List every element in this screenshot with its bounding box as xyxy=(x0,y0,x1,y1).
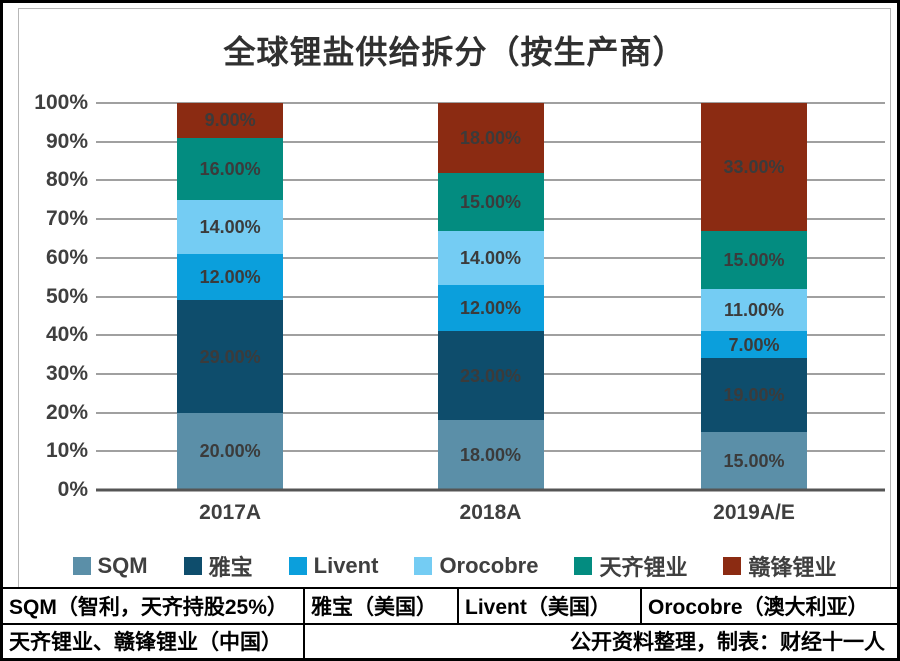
table-cell-source-credit: 公开资料整理，制表：财经十一人 xyxy=(570,631,885,655)
y-tick-label: 90% xyxy=(45,129,88,153)
bar-segment-label: 11.00% xyxy=(723,300,785,321)
bar-2019A/E: 15.00% 19.00% 7.00% 11.00% 15.00% 33.00% xyxy=(701,103,808,490)
bar-segment-Orocobre: 11.00% xyxy=(701,288,808,332)
bar-segment-label: 15.00% xyxy=(723,249,785,270)
bar-segment-label: 33.00% xyxy=(723,156,785,177)
bar-segment-天齐锂业: 15.00% xyxy=(701,230,808,289)
bar-segment-SQM: 18.00% xyxy=(437,420,544,490)
table-cell-sqm: SQM（智利，天齐持股25%） xyxy=(3,589,305,623)
legend-label: 雅宝 xyxy=(208,555,253,580)
table-cell-china-producers: 天齐锂业、赣锋锂业（中国） xyxy=(3,624,305,658)
legend-label: Livent xyxy=(313,553,379,578)
y-tick-label: 40% xyxy=(45,323,88,347)
table-row: SQM（智利，天齐持股25%） 雅宝（美国） Livent（美国） Orocob… xyxy=(3,589,897,625)
source-table: SQM（智利，天齐持股25%） 雅宝（美国） Livent（美国） Orocob… xyxy=(3,587,897,658)
legend-marker xyxy=(574,557,593,575)
bar-segment-Livent: 7.00% xyxy=(701,331,808,359)
chart-title: 全球锂盐供给拆分（按生产商） xyxy=(223,34,686,70)
x-tick-label: 2019A/E xyxy=(713,501,795,524)
bar-segment-天齐锂业: 16.00% xyxy=(177,137,284,200)
y-tick-label: 60% xyxy=(45,245,88,269)
legend-marker xyxy=(72,557,91,575)
bar-segment-Orocobre: 14.00% xyxy=(437,230,544,285)
y-tick-label: 80% xyxy=(45,168,88,192)
y-tick-label: 70% xyxy=(45,207,88,231)
x-tick-label: 2017A xyxy=(199,501,262,524)
bar-segment-雅宝: 29.00% xyxy=(177,300,284,413)
y-tick-label: 20% xyxy=(45,400,88,424)
bar-segment-雅宝: 23.00% xyxy=(437,331,544,421)
bar-segment-label: 19.00% xyxy=(723,385,785,406)
bar-2018A: 18.00% 23.00% 12.00% 14.00% 15.00% 18.00% xyxy=(437,103,544,490)
bar-segment-label: 14.00% xyxy=(459,247,522,268)
legend-marker xyxy=(288,557,307,575)
bar-segment-雅宝: 19.00% xyxy=(701,358,808,432)
bar-segment-label: 7.00% xyxy=(728,334,780,355)
legend-marker xyxy=(414,557,433,575)
table-cell-orocobre: Orocobre（澳大利亚） xyxy=(648,595,869,619)
bar-segment-label: 20.00% xyxy=(199,441,261,462)
bar-segment-label: 15.00% xyxy=(723,450,785,471)
chart: 全球锂盐供给拆分（按生产商） 0% 10% 20% 30% 40% 50% 60% 70% 80… xyxy=(18,8,891,588)
gridline xyxy=(96,102,885,104)
bar-segment-Livent: 12.00% xyxy=(177,253,284,301)
x-axis: 2017A 2018A 2019A/E xyxy=(96,501,885,531)
legend-label: Orocobre xyxy=(439,553,539,578)
table-cell-albemarle: 雅宝（美国） xyxy=(305,589,459,623)
bar-segment-label: 9.00% xyxy=(204,110,256,131)
legend-marker xyxy=(723,557,742,575)
y-axis: 0% 10% 20% 30% 40% 50% 60% 70% 80% 90% 100% xyxy=(19,91,88,501)
bar-segment-Livent: 12.00% xyxy=(437,284,544,332)
bar-segment-label: 29.00% xyxy=(199,346,261,367)
bar-segment-label: 12.00% xyxy=(459,298,522,319)
y-tick-label: 0% xyxy=(57,478,88,501)
legend-item-SQM: SQM xyxy=(72,553,148,579)
bar-segment-label: 15.00% xyxy=(459,191,522,212)
bar-segment-Orocobre: 14.00% xyxy=(177,199,284,254)
legend-item-Livent: Livent xyxy=(288,553,379,579)
bar-segment-SQM: 20.00% xyxy=(177,412,284,490)
y-tick-label: 30% xyxy=(45,361,88,385)
plot-area: 20.00% 29.00% 12.00% 14.00% 16.00% 9.00% 18.00… xyxy=(96,102,885,492)
x-axis-line xyxy=(96,488,885,492)
bar-segment-赣锋锂业: 18.00% xyxy=(437,103,544,173)
legend-label: 天齐锂业 xyxy=(599,555,688,580)
y-tick-label: 50% xyxy=(45,284,88,308)
bar-segment-label: 18.00% xyxy=(459,445,522,466)
legend-marker xyxy=(183,557,202,575)
bar-segment-label: 16.00% xyxy=(199,158,261,179)
y-tick-label: 10% xyxy=(45,439,88,463)
bar-segment-label: 18.00% xyxy=(459,127,522,148)
legend-item-Orocobre: Orocobre xyxy=(414,553,538,579)
table-row: 天齐锂业、赣锋锂业（中国） 公开资料整理，制表：财经十一人 xyxy=(3,624,897,658)
bar-segment-label: 23.00% xyxy=(459,365,522,386)
table-cell-livent: Livent（美国） xyxy=(459,589,642,623)
bar-segment-SQM: 15.00% xyxy=(701,431,808,490)
bar-segment-赣锋锂业: 33.00% xyxy=(701,103,808,231)
bar-segment-天齐锂业: 15.00% xyxy=(437,172,544,231)
bar-segment-赣锋锂业: 9.00% xyxy=(177,103,284,138)
bar-segment-label: 14.00% xyxy=(199,216,261,237)
bar-segment-label: 12.00% xyxy=(199,267,261,288)
legend: SQM 雅宝 Livent Orocobre 天齐锂业 赣锋锂业 xyxy=(19,549,890,583)
legend-item-赣锋锂业: 赣锋锂业 xyxy=(723,550,837,582)
legend-label: SQM xyxy=(97,553,148,578)
legend-item-雅宝: 雅宝 xyxy=(183,550,253,582)
y-tick-label: 100% xyxy=(34,91,88,114)
bar-2017A: 20.00% 29.00% 12.00% 14.00% 16.00% 9.00% xyxy=(177,103,284,490)
legend-label: 赣锋锂业 xyxy=(748,555,837,580)
x-tick-label: 2018A xyxy=(459,501,522,524)
legend-item-天齐锂业: 天齐锂业 xyxy=(574,550,687,582)
